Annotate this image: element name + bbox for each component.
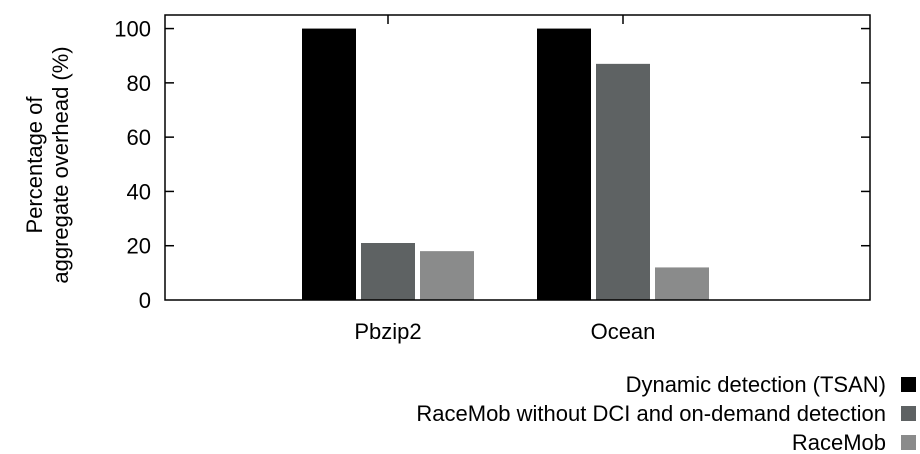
x-tick-label: Pbzip2 [354,319,421,344]
y-axis-ticks: 0 20 40 60 80 100 [114,17,870,313]
y-axis-label-line-1: Percentage of [22,96,47,234]
plot-frame [164,14,871,301]
y-axis-label-line-2: aggregate overhead (%) [48,46,73,283]
legend-label: Dynamic detection (TSAN) [626,372,886,397]
y-tick-label: 80 [127,71,151,96]
y-tick-label: 100 [114,17,151,42]
y-axis-label: Percentage of aggregate overhead (%) [22,46,73,283]
legend-swatch [901,406,916,421]
x-tick-label: Ocean [591,319,656,344]
legend: Dynamic detection (TSAN) RaceMob without … [416,372,916,454]
bar-ocean-series-3 [655,267,709,300]
bar-pbzip2-series-2 [361,243,415,300]
legend-label: RaceMob without DCI and on-demand detect… [416,401,886,426]
bar-pbzip2-series-3 [420,251,474,300]
y-tick-label: 0 [139,288,151,313]
y-tick-label: 40 [127,179,151,204]
legend-swatch [901,377,916,392]
bar-ocean-series-2 [596,63,650,300]
bar-series [302,28,709,300]
legend-swatch [901,435,916,450]
x-axis-tick-labels: Pbzip2 Ocean [354,15,655,344]
y-tick-label: 60 [127,125,151,150]
bar-ocean-series-1 [537,28,591,300]
legend-label: RaceMob [792,430,886,454]
y-tick-label: 20 [127,234,151,259]
bar-pbzip2-series-1 [302,28,356,300]
